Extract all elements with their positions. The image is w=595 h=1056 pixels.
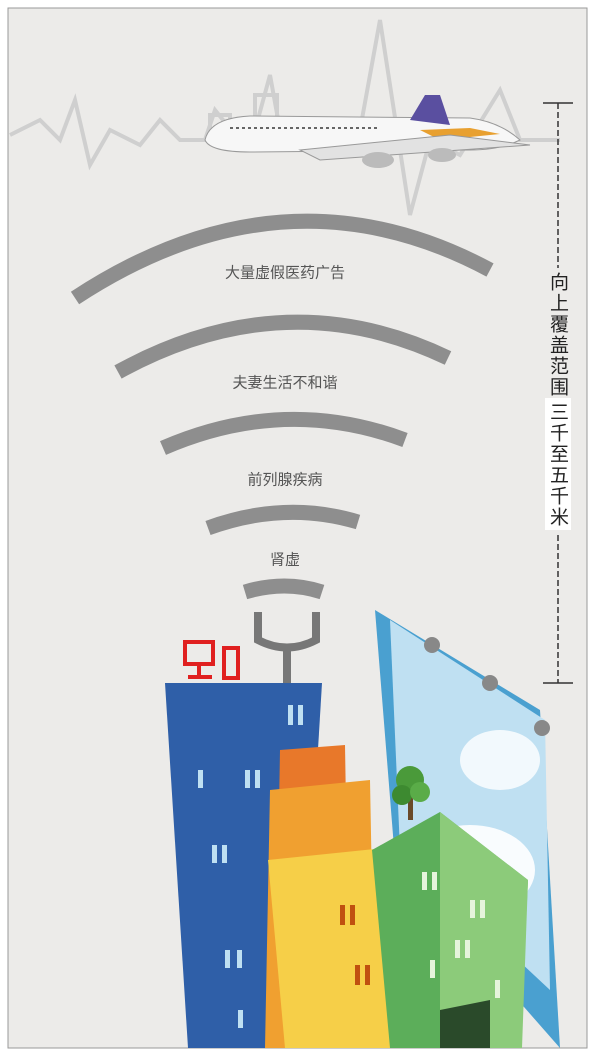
arc	[205, 504, 361, 536]
arc	[114, 314, 452, 379]
arc	[70, 213, 494, 305]
arc-label: 肾虚	[270, 551, 300, 569]
green-building	[372, 812, 528, 1048]
label-highlight	[545, 398, 571, 530]
arc-label: 大量虚假医药广告	[225, 264, 345, 282]
arc	[160, 411, 408, 455]
computer-icon	[183, 640, 240, 680]
signal-arcs	[70, 213, 494, 600]
yellow-building	[268, 848, 392, 1048]
arc-label: 夫妻生活不和谐	[232, 374, 337, 392]
airplane	[204, 95, 531, 168]
tree	[392, 766, 430, 820]
arc	[242, 578, 325, 600]
yellow-windows	[340, 905, 370, 985]
coverage-range: 三千至五千米	[547, 402, 569, 528]
coverage-label: 向上覆盖范围	[547, 272, 569, 398]
antenna	[254, 612, 320, 683]
arc-label: 前列腺疾病	[247, 471, 322, 489]
